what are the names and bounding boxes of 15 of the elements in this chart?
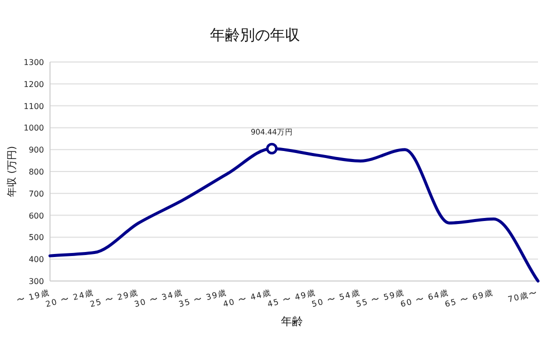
x-tick-label: 70歳〜 xyxy=(507,288,538,304)
y-tick-label: 400 xyxy=(28,255,44,264)
y-tick-label: 300 xyxy=(28,277,44,286)
chart-title: 年齢別の年収 xyxy=(210,26,300,44)
y-tick-label: 900 xyxy=(28,146,44,155)
y-tick-label: 1000 xyxy=(24,124,44,133)
y-axis-title: 年収 (万円) xyxy=(6,146,18,197)
y-tick-label: 1300 xyxy=(24,58,44,67)
y-tick-label: 500 xyxy=(28,233,44,242)
y-tick-label: 1200 xyxy=(24,80,44,89)
y-tick-label: 600 xyxy=(28,211,44,220)
x-axis-title: 年齢 xyxy=(281,315,303,328)
y-tick-label: 700 xyxy=(28,189,44,198)
y-tick-label: 1100 xyxy=(24,102,44,111)
y-tick-label: 800 xyxy=(28,168,44,176)
